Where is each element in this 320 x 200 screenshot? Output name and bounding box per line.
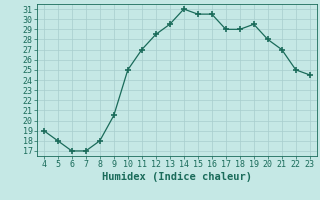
X-axis label: Humidex (Indice chaleur): Humidex (Indice chaleur) — [102, 172, 252, 182]
